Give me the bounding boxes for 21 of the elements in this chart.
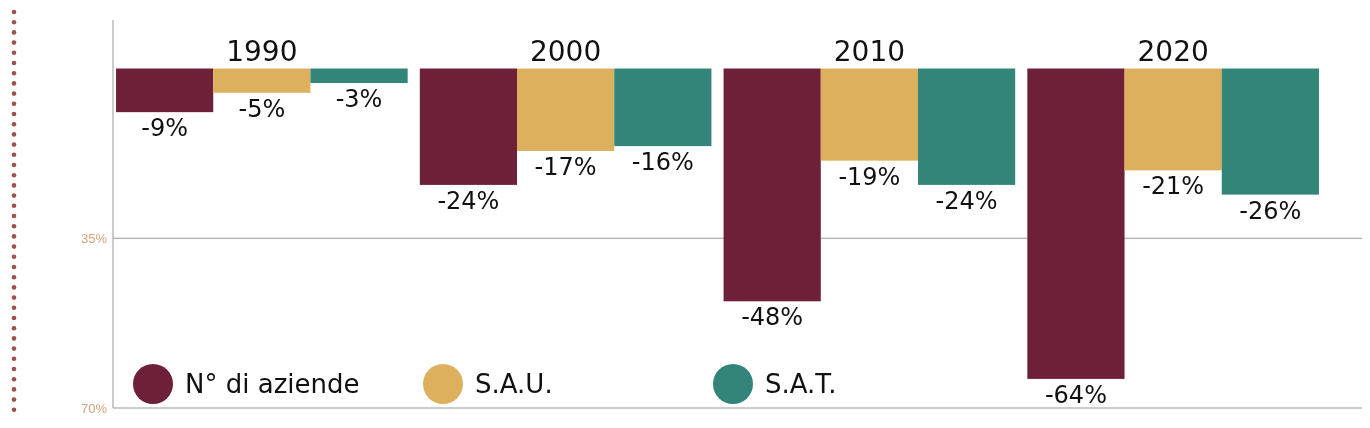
data-label: -3% — [335, 85, 383, 114]
legend-label: N° di aziende — [185, 369, 360, 400]
y-tick-label: 70% — [80, 400, 108, 416]
legend-label: S.A.T. — [765, 369, 837, 400]
data-label: -17% — [534, 152, 597, 181]
x-tick-label: 2020 — [1137, 34, 1209, 68]
data-label: -64% — [1044, 380, 1107, 409]
y-tick-label: 35% — [80, 230, 108, 246]
data-label: -16% — [631, 148, 694, 177]
x-tick-label: 1990 — [226, 34, 298, 68]
data-label: -24% — [935, 186, 998, 215]
x-tick-label: 2010 — [833, 34, 906, 68]
data-label: -48% — [741, 303, 804, 332]
data-label: -9% — [141, 114, 189, 143]
data-label: -21% — [1142, 172, 1205, 201]
data-label: -26% — [1239, 196, 1302, 225]
legend-label: S.A.U. — [475, 369, 553, 400]
data-label: -24% — [437, 186, 500, 215]
data-label: -19% — [838, 162, 901, 191]
x-tick-label: 2000 — [529, 34, 602, 68]
data-label: -5% — [238, 94, 286, 123]
